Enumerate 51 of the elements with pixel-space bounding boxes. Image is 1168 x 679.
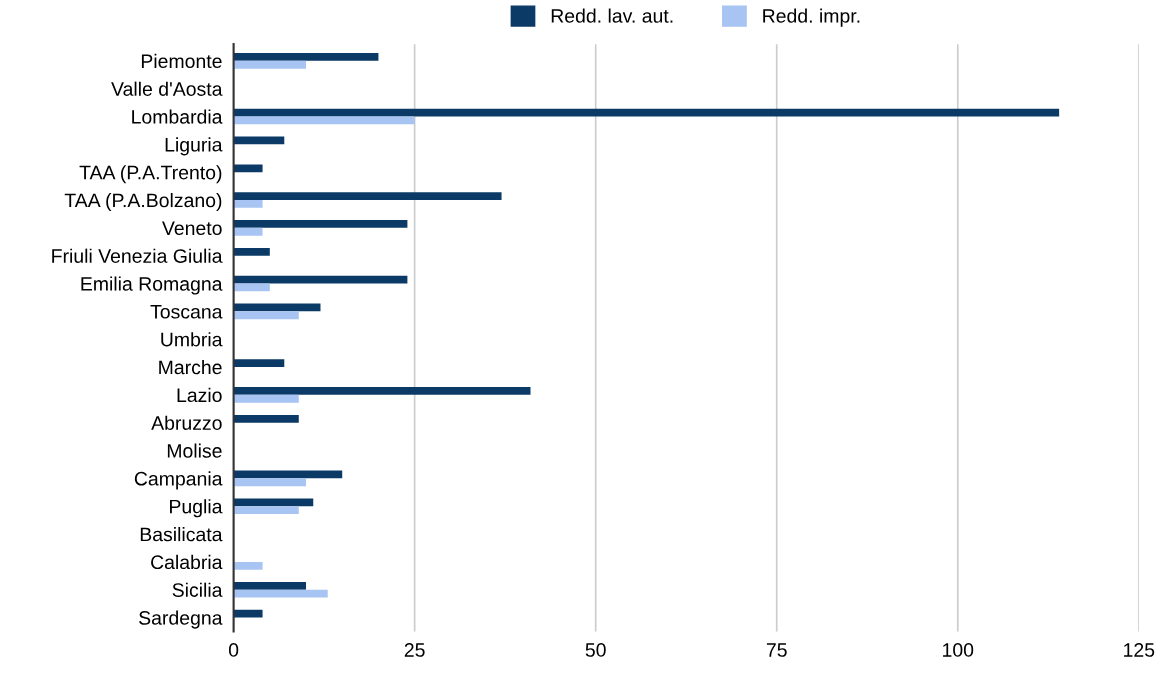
bar [233,60,307,69]
bar [233,589,328,598]
bar [233,561,263,570]
y-tick-label: Toscana [150,305,223,319]
y-tick-label: Piemonte [141,53,222,69]
bar [233,394,299,403]
bar [233,609,263,618]
legend-label: Redd. lav. aut. [551,8,673,23]
y-tick-label: Puglia [170,499,223,518]
x-tick-label: 50 [585,643,606,657]
bar [233,108,1060,117]
y-tick-label: Basilicata [140,527,223,542]
bar [233,247,270,256]
y-tick-label: Lombardia [132,109,223,124]
bar [233,506,299,514]
bar [233,227,263,236]
x-tick-label: 0 [228,643,239,657]
y-tick-label: TAA (P.A.Trento) [79,165,222,184]
y-tick-label: Calabria [151,554,223,570]
bar [233,275,408,284]
x-tick-label: 125 [1124,643,1155,657]
bar [233,164,263,173]
bar [233,498,314,507]
y-tick-label: Sardegna [139,610,223,629]
bar [233,478,307,487]
bar [233,220,408,228]
y-tick-label: Veneto [162,221,222,236]
bar [233,359,285,368]
bar [233,414,299,423]
legend-label: Redd. impr. [763,8,860,27]
bar [233,192,502,201]
x-tick-label: 25 [404,643,425,657]
y-tick-label: TAA (P.A.Bolzano) [64,192,222,212]
y-tick-label: Marche [159,359,222,375]
bar [233,387,531,395]
y-tick-label: Friuli Venezia Giulia [52,248,223,263]
y-tick-label: Abruzzo [151,415,222,430]
y-tick-label: Molise [167,443,222,458]
bar [233,311,299,320]
y-tick-label: Sicilia [172,582,223,597]
y-tick-label: Campania [134,471,223,490]
y-tick-label: Umbria [161,332,223,347]
bar [233,581,307,590]
bar [233,53,379,61]
x-tick-label: 100 [943,643,974,657]
y-tick-label: Emilia Romagna [81,276,223,295]
x-tick-label: 75 [766,643,787,657]
bar [233,200,263,208]
y-tick-label: Valle d'Aosta [111,81,223,96]
y-tick-label: Liguria [165,137,223,156]
y-tick-label: Lazio [177,387,222,403]
